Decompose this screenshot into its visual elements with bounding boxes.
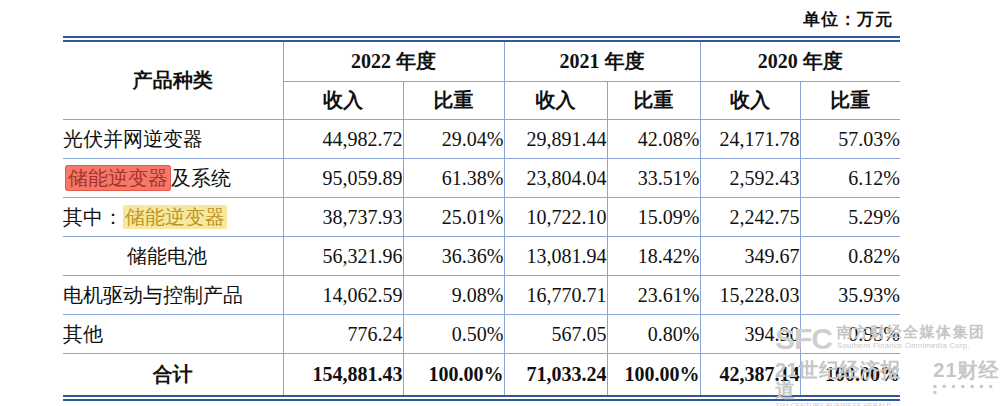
- cell-2021-revenue: 13,081.94: [504, 237, 607, 276]
- cell-2022-share: 36.36%: [403, 237, 504, 276]
- table-row: 其中：储能逆变器 38,737.93 25.01% 10,722.10 15.0…: [63, 198, 900, 237]
- product-type-header: 产品种类: [63, 39, 283, 120]
- row-label-highlight: 储能逆变器: [65, 165, 171, 191]
- cell-2020-share: 6.12%: [800, 159, 900, 198]
- cell-2022-share: 61.38%: [403, 159, 504, 198]
- cell-2022-share: 9.08%: [403, 276, 504, 315]
- cell-2022-revenue: 95,059.89: [283, 159, 403, 198]
- revenue-table-wrap: 产品种类 2022 年度 2021 年度 2020 年度 收入 比重 收入 比重…: [63, 36, 900, 401]
- row-label: 光伏并网逆变器: [63, 120, 283, 159]
- row-label-text: 其他: [63, 323, 103, 345]
- table-row: 储能逆变器及系统 95,059.89 61.38% 23,804.04 33.5…: [63, 159, 900, 198]
- cell-2021-share: 23.61%: [607, 276, 700, 315]
- cell-2021-share-total: 100.00%: [607, 354, 700, 399]
- cell-2021-revenue: 23,804.04: [504, 159, 607, 198]
- cell-2020-share: 5.29%: [800, 198, 900, 237]
- revenue-header: 收入: [700, 82, 800, 120]
- row-label: 储能电池: [63, 237, 283, 276]
- row-label-highlight: 储能逆变器: [123, 205, 227, 229]
- document-page: 单位：万元 产品种类 2022 年度 2021 年度 2020 年度 收入 比重…: [0, 0, 1000, 406]
- cell-2020-share: 0.82%: [800, 237, 900, 276]
- cell-2020-share: 0.93%: [800, 315, 900, 354]
- cell-2020-share-total: 100.00%: [800, 354, 900, 399]
- cell-2020-revenue: 15,228.03: [700, 276, 800, 315]
- year-header-2021: 2021 年度: [504, 39, 700, 82]
- table-row: 电机驱动与控制产品 14,062.59 9.08% 16,770.71 23.6…: [63, 276, 900, 315]
- row-label: 电机驱动与控制产品: [63, 276, 283, 315]
- row-label: 其中：储能逆变器: [63, 198, 283, 237]
- revenue-table: 产品种类 2022 年度 2021 年度 2020 年度 收入 比重 收入 比重…: [63, 36, 900, 401]
- cell-2020-share: 57.03%: [800, 120, 900, 159]
- cell-2021-share: 42.08%: [607, 120, 700, 159]
- revenue-header: 收入: [283, 82, 403, 120]
- share-header: 比重: [607, 82, 700, 120]
- cell-2022-revenue: 14,062.59: [283, 276, 403, 315]
- cell-2022-revenue: 38,737.93: [283, 198, 403, 237]
- header-row-years: 产品种类 2022 年度 2021 年度 2020 年度: [63, 39, 900, 82]
- cell-2022-revenue-total: 154,881.43: [283, 354, 403, 399]
- total-row: 合计 154,881.43 100.00% 71,033.24 100.00% …: [63, 354, 900, 399]
- row-label-suffix: 及系统: [171, 167, 231, 189]
- table-row: 储能电池 56,321.96 36.36% 13,081.94 18.42% 3…: [63, 237, 900, 276]
- cell-2020-revenue: 349.67: [700, 237, 800, 276]
- share-header: 比重: [800, 82, 900, 120]
- cell-2022-share-total: 100.00%: [403, 354, 504, 399]
- row-label-text: 其中：: [63, 206, 123, 228]
- cell-2021-share: 15.09%: [607, 198, 700, 237]
- cell-2020-revenue: 2,592.43: [700, 159, 800, 198]
- cell-2020-share: 35.93%: [800, 276, 900, 315]
- table-row: 光伏并网逆变器 44,982.72 29.04% 29,891.44 42.08…: [63, 120, 900, 159]
- row-label: 其他: [63, 315, 283, 354]
- cell-2020-revenue: 394.90: [700, 315, 800, 354]
- cell-2021-share: 33.51%: [607, 159, 700, 198]
- cell-2020-revenue-total: 42,387.14: [700, 354, 800, 399]
- cell-2021-revenue: 16,770.71: [504, 276, 607, 315]
- table-row: 其他 776.24 0.50% 567.05 0.80% 394.90 0.93…: [63, 315, 900, 354]
- cell-2022-share: 25.01%: [403, 198, 504, 237]
- cell-2021-revenue: 567.05: [504, 315, 607, 354]
- cell-2021-share: 18.42%: [607, 237, 700, 276]
- unit-label: 单位：万元: [803, 8, 893, 31]
- cell-2021-revenue: 29,891.44: [504, 120, 607, 159]
- revenue-header: 收入: [504, 82, 607, 120]
- cell-2020-revenue: 2,242.75: [700, 198, 800, 237]
- row-label-text: 储能电池: [127, 245, 207, 267]
- watermark-brand2-cn: 21财经: [933, 360, 1000, 380]
- watermark-brand2-block: 21财经 ■ ■ ■ ■ ■ ■ ■ ■: [933, 360, 1000, 406]
- cell-2022-revenue: 56,321.96: [283, 237, 403, 276]
- year-header-2022: 2022 年度: [283, 39, 504, 82]
- share-header: 比重: [403, 82, 504, 120]
- year-header-2020: 2020 年度: [700, 39, 900, 82]
- row-label-text: 电机驱动与控制产品: [63, 284, 243, 306]
- cell-2022-share: 29.04%: [403, 120, 504, 159]
- row-label: 储能逆变器及系统: [63, 159, 283, 198]
- cell-2021-share: 0.80%: [607, 315, 700, 354]
- cell-2022-share: 0.50%: [403, 315, 504, 354]
- cell-2022-revenue: 776.24: [283, 315, 403, 354]
- watermark-brand2-squares: ■ ■ ■ ■ ■ ■ ■ ■: [933, 383, 1000, 395]
- cell-2020-revenue: 24,171.78: [700, 120, 800, 159]
- row-label-text: 光伏并网逆变器: [63, 128, 203, 150]
- cell-2021-revenue-total: 71,033.24: [504, 354, 607, 399]
- cell-2022-revenue: 44,982.72: [283, 120, 403, 159]
- total-label: 合计: [63, 354, 283, 399]
- cell-2021-revenue: 10,722.10: [504, 198, 607, 237]
